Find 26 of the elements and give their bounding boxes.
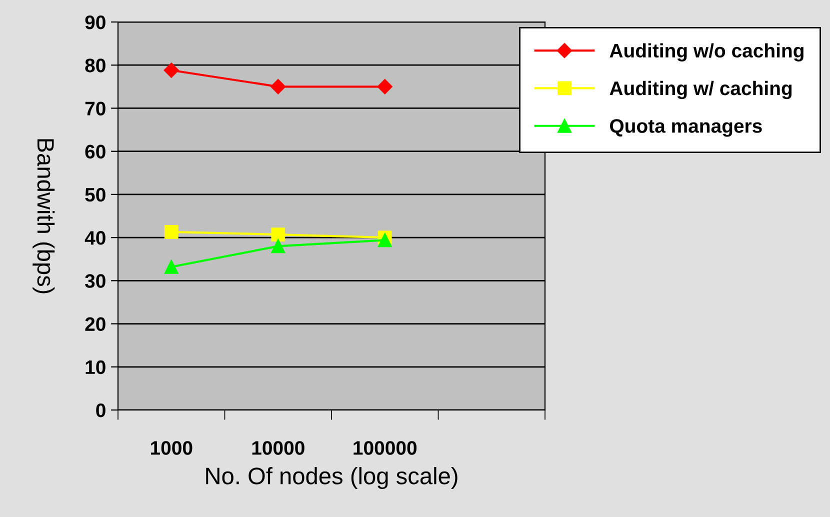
legend-label: Auditing w/o caching <box>610 43 804 62</box>
y-axis-title: Bandwith (bps) <box>32 139 55 294</box>
x-tick-label: 100000 <box>354 441 417 455</box>
legend-label: Auditing w/ caching <box>610 80 792 100</box>
y-tick-label: 70 <box>85 102 106 116</box>
x-tick-label: 1000 <box>150 441 192 455</box>
y-tick-label: 20 <box>85 317 106 332</box>
point <box>164 260 178 274</box>
point <box>378 233 392 248</box>
y-tick-label: 60 <box>85 144 106 159</box>
point <box>164 225 178 239</box>
y-tick-label: 10 <box>86 360 106 374</box>
point <box>271 228 286 242</box>
point <box>270 79 286 94</box>
y-tick-label: 50 <box>85 188 106 202</box>
x-tick-label: 10000 <box>252 441 304 455</box>
point <box>164 62 179 78</box>
y-tick-label: 90 <box>85 15 106 30</box>
point <box>377 79 392 94</box>
y-tick-label: 80 <box>85 58 106 72</box>
point <box>271 239 286 254</box>
y-tick-label: 0 <box>96 403 106 418</box>
y-tick-label: 30 <box>85 274 106 288</box>
x-axis-title: No. Of nodes (log scale) <box>206 467 458 490</box>
legend-label: Quota managers <box>610 119 762 137</box>
y-tick-label: 40 <box>84 231 106 245</box>
